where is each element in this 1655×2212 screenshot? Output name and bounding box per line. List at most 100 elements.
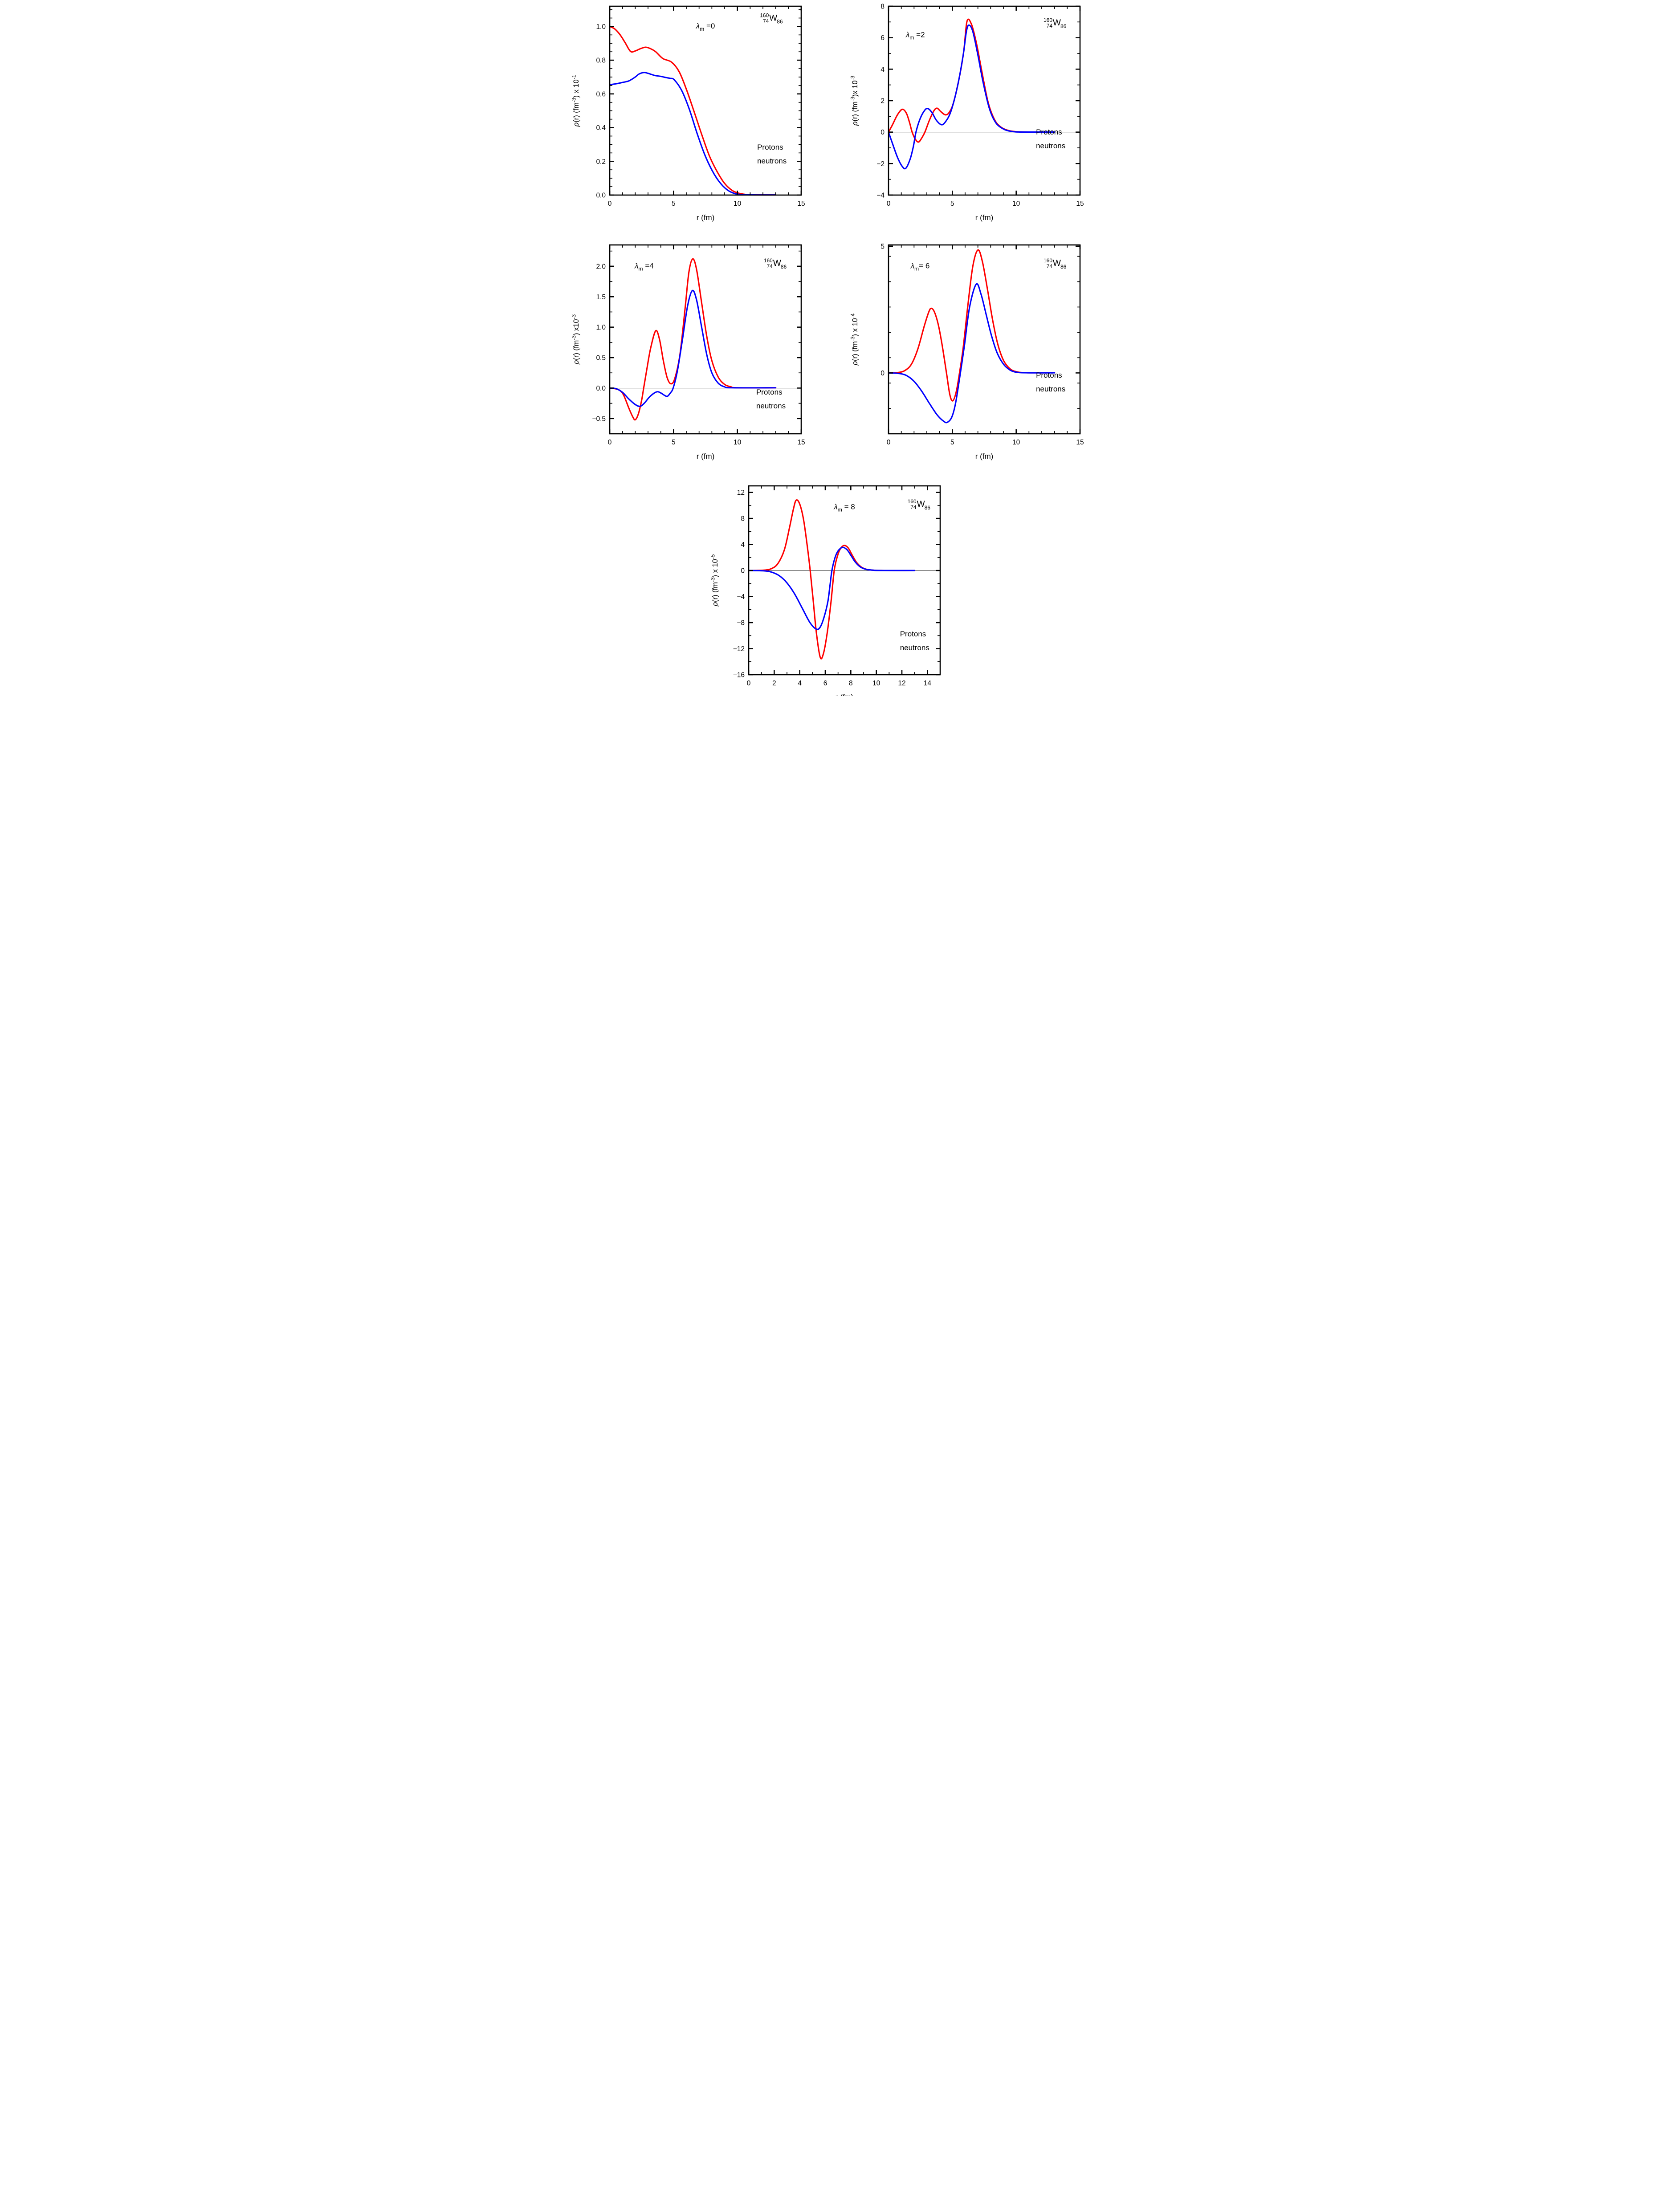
y-tick-label: 8 xyxy=(880,3,885,11)
y-tick-label: −12 xyxy=(733,645,744,653)
nuclide-z: 74 xyxy=(1046,23,1052,29)
y-tick-label: 4 xyxy=(880,66,885,73)
x-tick-label: 15 xyxy=(797,439,805,446)
axis-ticks xyxy=(609,245,802,434)
curves xyxy=(887,249,1055,424)
x-axis-label: r (fm) xyxy=(975,452,993,460)
legend-protons: Protons xyxy=(757,143,783,151)
nuclide-symbol: W xyxy=(1053,259,1061,268)
curves xyxy=(747,499,915,660)
lambda-label: λm= 6 xyxy=(910,262,929,272)
nuclide-z: 74 xyxy=(1046,263,1052,269)
x-tick-label: 6 xyxy=(823,680,827,687)
nuclide-n: 86 xyxy=(780,264,787,270)
y-tick-label: 0 xyxy=(880,370,885,377)
x-tick-label: 10 xyxy=(1012,439,1020,446)
x-axis-label: r (fm) xyxy=(696,452,714,460)
curve-neutrons xyxy=(608,258,776,421)
legend-protons: Protons xyxy=(900,630,926,638)
x-axis-label: r (fm) xyxy=(696,213,714,222)
curves xyxy=(608,258,776,421)
figure-row-middle: 0 5 10 15 −0.5 0.0 0.5 1.0 1.5 2.0 λm =4 160 74 W 86 Pr… xyxy=(567,239,1088,466)
nuclide-symbol: W xyxy=(917,500,925,509)
chart-lambda-8: 0 2 4 6 8 10 12 14 −16 −12 −8 −4 0 4 8 12 λm = 8 160 74 W 86… xyxy=(706,480,947,696)
x-tick-label: 2 xyxy=(772,680,776,687)
x-tick-label: 10 xyxy=(734,200,742,208)
nuclide-symbol: W xyxy=(773,259,781,268)
chart-lambda-6: 0 5 10 15 0 5 λm= 6 160 74 W 86 Protons neutrons r (f… xyxy=(846,239,1087,466)
nuclide-mass: 160 xyxy=(763,257,772,264)
x-axis-label: r (fm) xyxy=(975,213,993,222)
figure-row-top: 0 5 10 15 0.0 0.2 0.4 0.6 0.8 1.0 λm =0 160 74 W 86 Pro… xyxy=(567,0,1088,227)
nuclide-n: 86 xyxy=(924,505,930,511)
y-tick-label: 0.5 xyxy=(596,354,606,362)
lambda-label: λm =0 xyxy=(695,22,715,32)
y-tick-label: 0.0 xyxy=(596,385,606,392)
legend: Protons neutrons xyxy=(756,388,785,410)
figure-row-bottom: 0 2 4 6 8 10 12 14 −16 −12 −8 −4 0 4 8 12 λm = 8 160 74 W 86… xyxy=(706,480,1088,696)
legend: Protons neutrons xyxy=(1036,371,1065,393)
nuclide-z: 74 xyxy=(910,504,917,510)
legend-neutrons: neutrons xyxy=(900,644,929,652)
y-tick-label: 1.0 xyxy=(596,23,606,31)
x-tick-label: 4 xyxy=(798,680,802,687)
nuclide-z: 74 xyxy=(766,263,773,269)
legend: Protons neutrons xyxy=(1036,128,1065,150)
axis-ticks xyxy=(609,6,802,196)
curve-protons xyxy=(887,283,1055,424)
nuclide-n: 86 xyxy=(1060,264,1067,270)
y-tick-label: −4 xyxy=(876,192,885,200)
x-tick-label: 0 xyxy=(746,680,750,687)
figure-page: 0 5 10 15 0.0 0.2 0.4 0.6 0.8 1.0 λm =0 160 74 W 86 Pro… xyxy=(567,0,1088,696)
nuclide-symbol: W xyxy=(769,14,777,23)
plot-frame xyxy=(609,244,802,435)
x-tick-label: 5 xyxy=(950,439,954,446)
nuclide-mass: 160 xyxy=(907,498,916,505)
y-tick-label: 0 xyxy=(880,129,885,136)
curve-neutrons xyxy=(608,25,776,196)
nuclide-n: 86 xyxy=(777,19,783,25)
x-tick-label: 0 xyxy=(886,439,890,446)
y-tick-label: −0.5 xyxy=(592,415,606,423)
legend: Protons neutrons xyxy=(900,630,929,652)
nuclide-z: 74 xyxy=(762,18,769,24)
lambda-label: λm =2 xyxy=(905,31,925,41)
curve-protons xyxy=(747,546,915,630)
lambda-label: λm = 8 xyxy=(833,503,855,513)
nuclide-symbol: W xyxy=(1053,18,1061,28)
legend-neutrons: neutrons xyxy=(757,157,787,165)
y-tick-label: 1.0 xyxy=(596,324,606,331)
nuclide-mass: 160 xyxy=(760,12,769,19)
y-tick-label: 1.5 xyxy=(596,293,606,301)
legend-protons: Protons xyxy=(1036,371,1062,379)
y-tick-label: 0.2 xyxy=(596,158,606,166)
y-axis-label: ρ(r) (fm-3) x10-3 xyxy=(571,314,580,365)
curves xyxy=(608,25,776,196)
nuclide-mass: 160 xyxy=(1043,17,1052,23)
x-tick-label: 8 xyxy=(849,680,853,687)
plot-frame xyxy=(748,485,941,676)
y-axis-label: ρ(r) (fm-3) x 10-1 xyxy=(571,74,580,127)
curve-neutrons xyxy=(747,499,915,660)
y-tick-label: 5 xyxy=(880,243,885,250)
x-tick-label: 5 xyxy=(672,200,676,208)
y-tick-label: 12 xyxy=(737,489,744,497)
lambda-label: λm =4 xyxy=(634,262,654,272)
curve-protons xyxy=(608,289,776,407)
x-tick-label: 15 xyxy=(797,200,805,208)
x-tick-label: 0 xyxy=(607,439,611,446)
chart-lambda-0: 0 5 10 15 0.0 0.2 0.4 0.6 0.8 1.0 λm =0 160 74 W 86 Pro… xyxy=(567,0,808,227)
x-tick-label: 0 xyxy=(607,200,611,208)
x-tick-label: 15 xyxy=(1076,439,1084,446)
x-tick-label: 10 xyxy=(872,680,880,687)
y-tick-label: 0.0 xyxy=(596,192,606,200)
curve-neutrons xyxy=(887,249,1055,402)
y-tick-label: 0 xyxy=(741,567,745,575)
y-tick-label: 6 xyxy=(880,34,885,42)
x-tick-label: 12 xyxy=(898,680,905,687)
